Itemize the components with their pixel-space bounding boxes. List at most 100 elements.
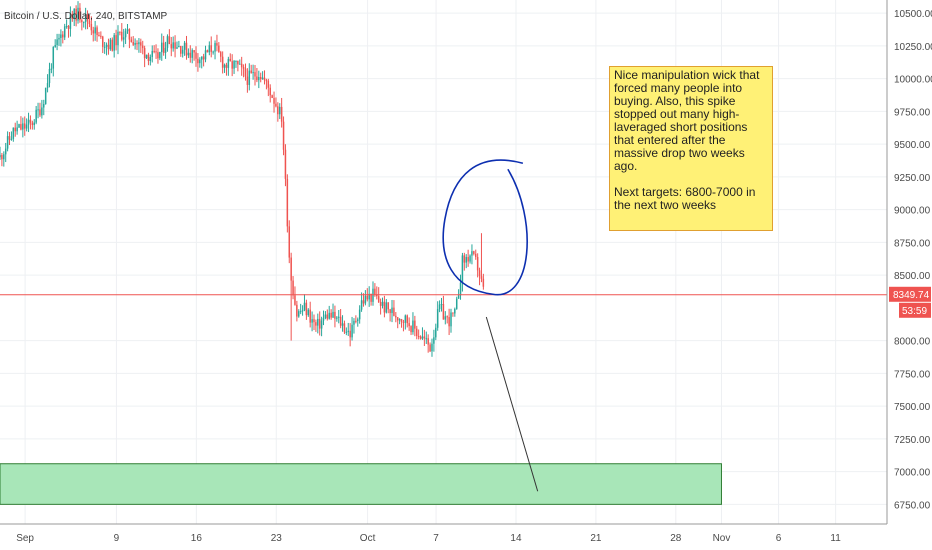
candle-body [216,43,218,46]
candle-body [349,330,351,338]
candle-body [84,14,87,23]
candle-body [296,304,298,317]
candle-body [269,87,271,96]
candle-body [170,44,173,49]
candle-body [328,312,330,319]
candle-body [324,314,327,318]
candle-body [86,14,89,21]
candle-body [473,251,475,254]
candle-body [103,46,106,48]
countdown-label: 53:59 [902,306,927,317]
candle-body [82,22,85,24]
candle-body [259,77,262,80]
candle-body [189,52,192,58]
price-tick-label: 10000.00 [894,75,932,86]
candle-body [229,58,232,62]
candle-body [172,42,174,49]
candle-body [263,77,266,81]
candle-body [353,320,355,325]
candle-body [212,51,214,53]
candle-body [174,42,176,49]
candle-body [113,35,115,51]
candle-body [355,320,357,322]
candle-body [153,50,155,52]
candle-body [364,295,367,304]
symbol-title[interactable]: Bitcoin / U.S. Dollar, 240, BITSTAMP [4,11,168,22]
candle-body [227,58,230,68]
candle-body [337,316,340,318]
candle-body [410,326,412,333]
candle-body [138,42,140,45]
candle-body [463,255,466,263]
candle-body [16,127,18,132]
time-tick-label: 6 [776,533,782,544]
candle-body [277,106,279,115]
candle-body [242,67,245,69]
price-tick-label: 10250.00 [894,42,932,53]
candle-body [336,317,338,319]
candle-body [65,26,68,28]
hand-drawn-circle[interactable] [442,159,528,296]
candle-body [389,309,391,314]
candle-body [54,44,56,48]
candle-body [44,87,47,105]
time-tick-label: 9 [114,533,120,544]
candle-body [0,155,1,158]
candle-body [122,37,125,40]
time-axis-labels: Sep 9 16 23 Oct 7 14 21 28 Nov 6 11 [16,533,841,544]
candle-body [140,42,142,46]
candle-body [282,121,285,150]
candle-body [313,319,315,323]
candle-body [197,58,199,64]
countdown-badge [899,302,931,318]
candle-body [469,255,471,262]
candle-body [29,119,32,123]
candle-body [100,35,102,37]
candle-body [180,46,182,54]
candle-body [377,296,380,302]
candle-body [396,317,399,321]
candle-body [214,43,216,52]
price-tick-label: 6750.00 [894,500,931,511]
candle-body [50,68,53,70]
candle-body [383,301,386,313]
candle-body [119,31,121,33]
candle-body [465,257,467,263]
candle-body [126,29,129,32]
target-zone-box[interactable] [0,463,722,505]
trend-arrow-line[interactable] [485,316,539,492]
candle-body [81,20,83,23]
candlestick-series [0,1,485,357]
candle-body [219,52,222,57]
candle-body [233,60,235,69]
candle-body [4,148,7,155]
annotation-note[interactable]: Nice manipulation wick that forced many … [609,66,773,231]
candle-body [195,52,197,59]
candle-body [67,26,70,29]
candle-body [14,127,16,132]
candle-body [124,31,127,38]
candle-body [299,311,302,313]
candle-body [246,76,249,85]
candle-body [480,276,483,279]
candle-body [43,104,45,108]
candle-body [10,138,13,140]
candle-body [478,270,481,277]
candle-body [305,302,308,316]
candle-body [261,77,264,80]
candle-body [130,39,133,42]
time-tick-label: 21 [590,533,602,544]
candle-body [440,304,443,306]
time-tick-label: 16 [191,533,203,544]
candle-body [408,323,410,327]
candle-body [69,14,72,29]
candle-body [23,123,26,129]
candle-body [71,14,74,20]
last-price-label: 8349.74 [893,290,930,301]
candle-body [307,309,310,316]
candle-body [159,52,161,59]
candle-body [92,30,94,34]
candle-body [286,178,289,227]
candle-body [290,257,292,281]
